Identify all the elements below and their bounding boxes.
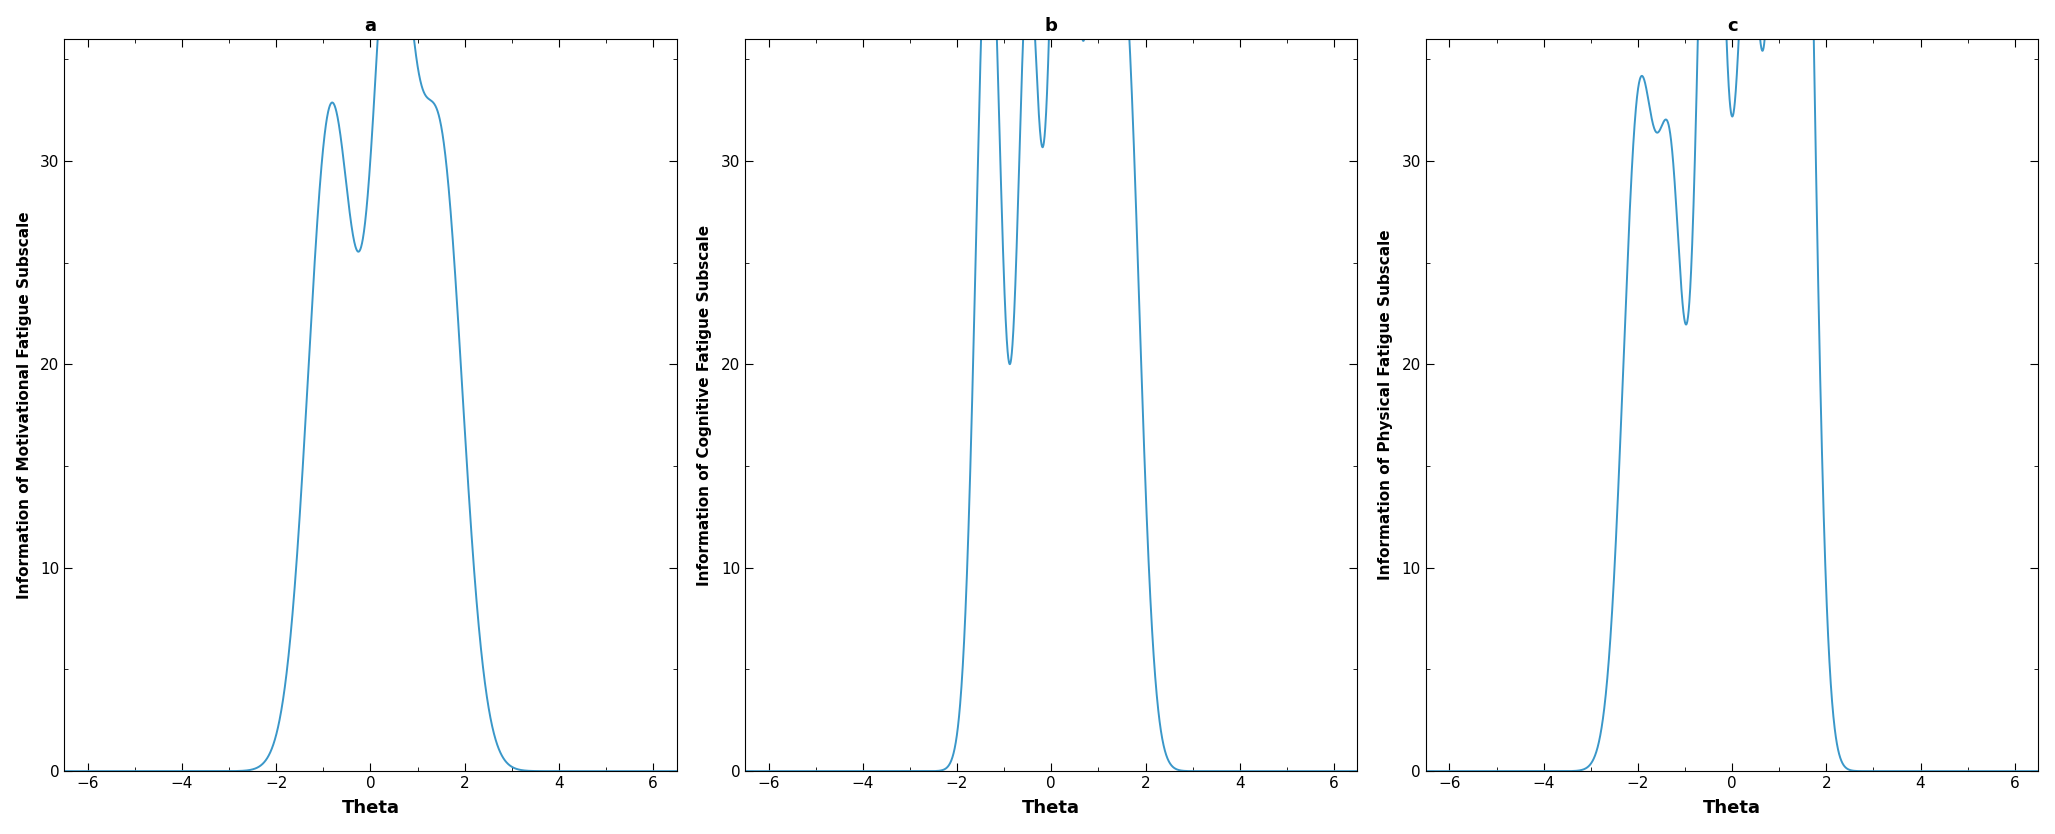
Y-axis label: Information of Motivational Fatigue Subscale: Information of Motivational Fatigue Subs… bbox=[16, 211, 31, 599]
Y-axis label: Information of Physical Fatigue Subscale: Information of Physical Fatigue Subscale bbox=[1379, 229, 1393, 580]
X-axis label: Theta: Theta bbox=[1021, 799, 1081, 817]
Title: b: b bbox=[1044, 17, 1058, 35]
Y-axis label: Information of Cognitive Fatigue Subscale: Information of Cognitive Fatigue Subscal… bbox=[697, 224, 713, 585]
Title: a: a bbox=[364, 17, 376, 35]
Title: c: c bbox=[1726, 17, 1736, 35]
X-axis label: Theta: Theta bbox=[1704, 799, 1761, 817]
X-axis label: Theta: Theta bbox=[341, 799, 399, 817]
